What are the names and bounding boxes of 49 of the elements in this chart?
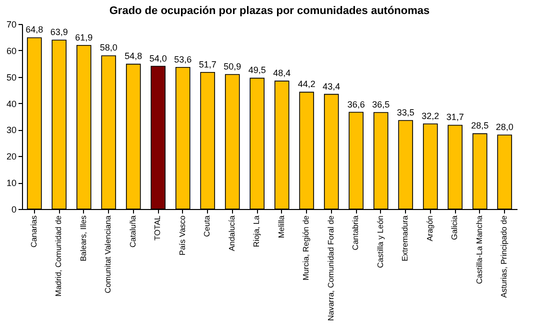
- data-label: 48,4: [273, 68, 291, 78]
- chart-title: Grado de ocupación por plazas por comunidades autónomas: [109, 5, 430, 17]
- x-tick-label: Rioja, La: [252, 214, 262, 248]
- x-tick-label: Murcia, Región de: [302, 214, 311, 280]
- x-tick-label: Madrid, Comunidad de: [54, 214, 64, 296]
- x-tick-label: Navarra, Comunidad Foral de: [326, 214, 336, 321]
- data-label: 54,0: [149, 53, 167, 64]
- x-tick-label: Melilla: [276, 214, 286, 238]
- data-label: 33,5: [396, 107, 414, 118]
- data-label: 63,9: [50, 27, 68, 38]
- data-label: 32,2: [422, 110, 440, 121]
- x-tick-label: Extremadura: [400, 214, 410, 262]
- data-label: 54,8: [124, 51, 142, 62]
- data-label: 51,7: [198, 59, 216, 70]
- data-label: 61,9: [75, 32, 93, 42]
- x-tick-label: Canarias: [29, 216, 38, 248]
- y-tick-label: 10: [6, 178, 16, 188]
- x-tick-label: Comunitat Valenciana: [104, 214, 113, 294]
- x-tick-label: Cataluña: [128, 214, 138, 248]
- data-label: 49,5: [248, 65, 266, 76]
- data-label: 50,9: [224, 61, 242, 72]
- x-tick-label: Aragón: [425, 216, 434, 242]
- y-tick-label: 70: [6, 20, 16, 30]
- x-tick-label: Balears, Illes: [78, 216, 88, 262]
- data-label: 43,4: [322, 81, 340, 92]
- data-label: 28,5: [471, 120, 489, 131]
- y-tick-label: 50: [6, 72, 16, 82]
- x-tick-label: Galicia: [450, 214, 460, 240]
- data-label: 44,2: [298, 79, 316, 90]
- data-label: 36,5: [372, 100, 390, 110]
- x-tick-label: País Vasco: [178, 214, 187, 256]
- x-tick-label: Castilla-La Mancha: [474, 214, 484, 284]
- x-tick-label: Cantabria: [351, 214, 360, 250]
- data-label: 31,7: [446, 112, 464, 122]
- data-label: 28,0: [496, 122, 514, 132]
- y-tick-label: 20: [6, 152, 16, 162]
- data-label: 58,0: [100, 42, 118, 53]
- y-tick-label: 40: [6, 98, 16, 109]
- y-tick-label: 0: [11, 204, 16, 214]
- y-tick-label: 30: [6, 125, 16, 136]
- x-tick-label: Castilla y León: [376, 216, 385, 268]
- x-tick-label: Andalucía: [227, 214, 236, 252]
- data-label: 36,6: [347, 99, 365, 110]
- y-tick-label: 60: [6, 46, 16, 56]
- x-tick-label: TOTAL: [153, 214, 162, 241]
- x-tick-label: Ceuta: [202, 214, 212, 237]
- x-tick-label: Asturias, Principado de: [500, 214, 509, 298]
- data-label: 53,6: [174, 54, 192, 64]
- data-label: 64,8: [26, 24, 44, 35]
